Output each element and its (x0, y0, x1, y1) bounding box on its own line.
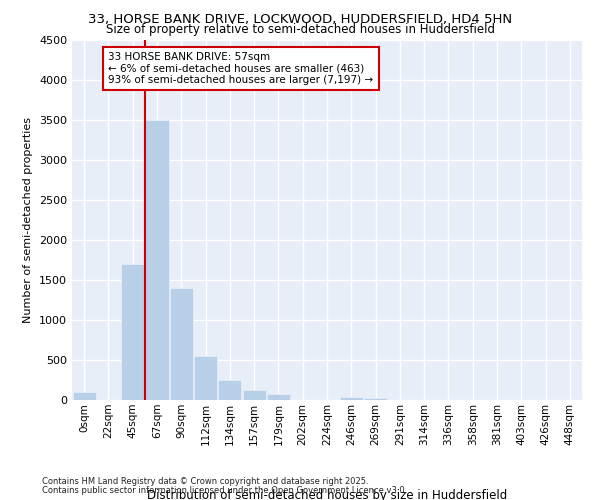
Bar (364, 398, 387, 400)
Bar (194, 356, 217, 400)
Bar (73, 392, 95, 400)
Bar (242, 390, 266, 400)
X-axis label: Distribution of semi-detached houses by size in Huddersfield: Distribution of semi-detached houses by … (147, 490, 507, 500)
Text: 33 HORSE BANK DRIVE: 57sqm
← 6% of semi-detached houses are smaller (463)
93% of: 33 HORSE BANK DRIVE: 57sqm ← 6% of semi-… (109, 52, 374, 85)
Bar (340, 397, 363, 400)
Bar (170, 288, 193, 400)
Bar (218, 380, 241, 400)
Y-axis label: Number of semi-detached properties: Number of semi-detached properties (23, 117, 34, 323)
Bar (145, 120, 169, 400)
Text: 33, HORSE BANK DRIVE, LOCKWOOD, HUDDERSFIELD, HD4 5HN: 33, HORSE BANK DRIVE, LOCKWOOD, HUDDERSF… (88, 12, 512, 26)
Bar (267, 394, 290, 400)
Text: Size of property relative to semi-detached houses in Huddersfield: Size of property relative to semi-detach… (106, 22, 494, 36)
Bar (121, 264, 144, 400)
Text: Contains HM Land Registry data © Crown copyright and database right 2025.: Contains HM Land Registry data © Crown c… (42, 477, 368, 486)
Text: Contains public sector information licensed under the Open Government Licence v3: Contains public sector information licen… (42, 486, 407, 495)
